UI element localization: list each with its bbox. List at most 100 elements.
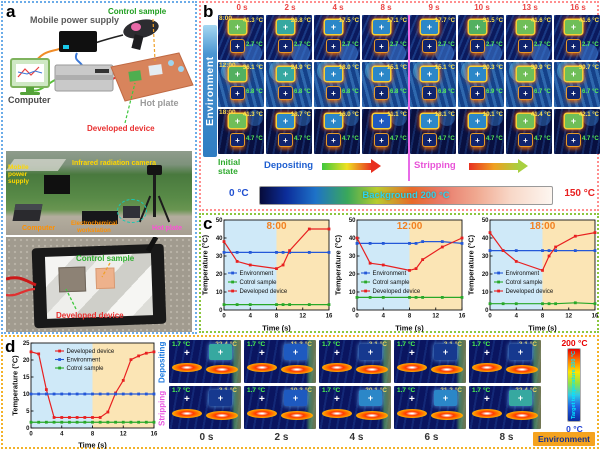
colorbar-d-max: 200 °C [561,338,588,348]
control-temp-reading: 6.7 °C [582,89,599,95]
closeup-label-control: Control sample [76,254,135,263]
workstation-box [82,211,118,224]
thermal-image: 1.7 °C21.2 °C++ [394,386,466,429]
thermal-image: 1.7 °C11.3 °C++ [244,340,316,383]
sample-closeup-photo: Control sample Developed device [6,237,192,332]
device-sample-region: + [284,344,307,360]
svg-text:4: 4 [249,314,253,320]
control-temp-reading: 6.8 °C [294,89,311,95]
laptop-icon [12,204,43,221]
hot-plate-glow [506,411,538,420]
control-sample-pointer [152,18,156,62]
svg-text:Developed device: Developed device [240,289,288,295]
ambient-temp-reading: 1.7 °C [472,341,491,348]
device-sample-region: + [284,390,307,406]
control-sample-region: + [471,134,484,146]
phase-divider-line [408,15,410,181]
time-header-label: 0 s [236,3,248,12]
device-temp-reading: 31.5 °C [482,18,503,24]
label-mobile-power-supply: Mobile power supply [30,15,120,25]
phase-row: Initial state Depositing Stripping [201,156,597,182]
time-header-label: 16 s [570,3,586,12]
control-sample-region: + [327,40,340,52]
device-temp-reading: 41.4 °C [530,112,551,118]
thermal-image: +15.1 °C +6.8 °C [410,62,456,107]
svg-text:20: 20 [482,272,489,278]
control-temp-reading: 6.9 °C [486,89,503,95]
thermal-image: 1.7 °C3.1 °C++ [394,340,466,383]
thermal-image: +41.6 °C +2.7 °C [554,15,600,60]
device-temp-reading: 41.6 °C [578,18,599,24]
thermal-image: +31.5 °C +2.7 °C [458,15,504,60]
svg-text:Cotrol sample: Cotrol sample [506,280,544,286]
device-sample-region: + [373,67,390,81]
colorbar-max-label: 150 °C [564,188,595,199]
control-sample-region: + [519,134,532,146]
environment-sidebar: Environment [203,25,217,157]
panel-label-b: b [203,2,214,21]
device-sample-region: + [277,114,294,128]
time-column-label: 8 s [499,432,514,443]
svg-text:40: 40 [482,236,489,242]
label-computer: Computer [8,95,51,105]
chart-1800: 0 4 8 12 16 0 10 20 30 40 50 Time (s) Temperature (°… [467,215,600,333]
thermal-grid-b: 8:00 +41.3 °C +2.7 °C +26.8 °C +2.7 °C +17.5 … [218,15,600,154]
control-temp-reading: 6.8 °C [246,89,263,95]
hot-plate-glow [247,363,277,372]
panel-label-a: a [6,2,16,21]
svg-text:12: 12 [432,314,439,320]
tripod-leg [157,195,171,223]
svg-text:Developed device: Developed device [373,289,421,295]
chart-outdoor-cycle: 0 4 8 12 16 0 5 10 15 20 25 Time (s) Temperature (°C… [11,339,159,450]
panel-c: c 0 4 8 12 16 0 10 20 30 40 50 Time (s) Temperature … [199,213,599,333]
hot-plate-glow [356,411,388,420]
thermal-image: 12:00 +36.1 °C +6.8 °C [218,62,264,107]
thermal-image: +26.8 °C +2.7 °C [266,15,312,60]
device-temp-reading: 17.7 °C [434,18,455,24]
colorbar-d-label: Target temperature 200 °C [571,350,577,420]
device-sample-region: + [373,20,390,34]
device-temp-reading: 41.3 °C [242,112,263,118]
svg-text:20: 20 [23,358,30,364]
device-sample-region: + [517,20,534,34]
panel-a: a [1,1,197,334]
line-chart: 0 4 8 12 16 0 10 20 30 40 50 Time (s) Temperature (°… [467,218,599,333]
device-sample-region: + [469,20,486,34]
control-temp-reading: 4.7 °C [438,136,455,142]
device-sample-region: + [209,390,232,406]
line-chart: 0 4 8 12 16 0 10 20 30 40 50 Time (s) Temperature (°… [201,218,333,333]
hot-plate-icon [110,52,194,102]
ambient-temp-reading: 1.7 °C [472,387,491,394]
svg-text:20: 20 [216,272,223,278]
photo-label-computer: Computer [22,224,56,232]
thermal-image: +41.4 °C +4.7 °C [506,109,552,154]
svg-text:8: 8 [408,314,412,320]
photo-label-mobile-power-supply: Mobile power supply [8,164,29,185]
ambient-temp-reading: 1.7 °C [247,387,266,394]
svg-text:16: 16 [459,314,466,320]
svg-text:0: 0 [355,314,359,320]
thermal-image: +16.0 °C +4.7 °C [314,109,360,154]
photo-label-hot-plate: Hot plate [152,224,182,232]
power-supply-box [44,175,70,194]
svg-text:16: 16 [326,314,333,320]
control-sample-region: + [231,40,244,52]
control-temp-reading: 4.7 °C [486,136,503,142]
thermal-image: 1.7 °C3.1 °C++ [169,386,241,429]
control-sample-region: + [567,87,580,99]
svg-text:40: 40 [349,236,356,242]
thermal-image: +20.3 °C +6.9 °C [458,62,504,107]
time-header-label: 13 s [522,3,538,12]
device-temp-reading: 42.1 °C [578,112,599,118]
svg-text:16: 16 [151,432,158,438]
ambient-temp-reading: 1.7 °C [172,387,191,394]
svg-text:0: 0 [485,308,489,314]
thermal-image: +39.7 °C +6.7 °C [554,62,600,107]
svg-text:25: 25 [23,341,30,347]
svg-text:0: 0 [352,308,356,314]
svg-text:Time (s): Time (s) [528,324,557,333]
power-supply-icon [59,31,97,52]
svg-text:0: 0 [488,314,492,320]
device-sample-region: + [434,390,457,406]
time-header-label: 2 s [284,3,296,12]
